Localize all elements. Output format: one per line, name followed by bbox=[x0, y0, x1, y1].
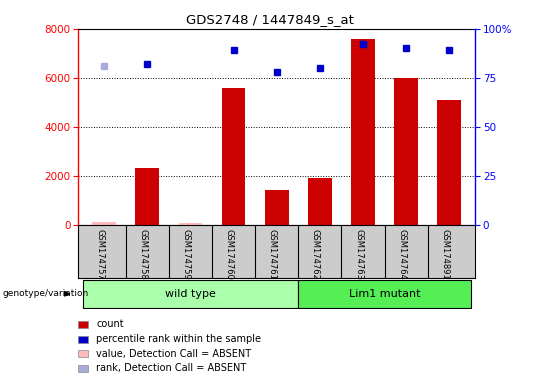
Text: rank, Detection Call = ABSENT: rank, Detection Call = ABSENT bbox=[96, 363, 246, 373]
Text: GSM174761: GSM174761 bbox=[268, 229, 277, 280]
Text: GSM174757: GSM174757 bbox=[95, 229, 104, 280]
FancyBboxPatch shape bbox=[298, 280, 471, 308]
Text: GSM174763: GSM174763 bbox=[354, 229, 363, 280]
Text: Lim1 mutant: Lim1 mutant bbox=[349, 289, 420, 299]
Bar bbox=[136, 168, 159, 225]
Bar bbox=[437, 100, 461, 225]
Bar bbox=[308, 178, 332, 225]
Text: value, Detection Call = ABSENT: value, Detection Call = ABSENT bbox=[96, 349, 251, 359]
Text: genotype/variation: genotype/variation bbox=[3, 289, 89, 298]
Bar bbox=[394, 78, 418, 225]
Bar bbox=[351, 39, 375, 225]
Text: count: count bbox=[96, 319, 124, 329]
Text: percentile rank within the sample: percentile rank within the sample bbox=[96, 334, 261, 344]
FancyBboxPatch shape bbox=[83, 280, 298, 308]
Text: GSM174758: GSM174758 bbox=[138, 229, 147, 280]
Bar bbox=[179, 223, 202, 225]
Text: wild type: wild type bbox=[165, 289, 216, 299]
Text: GSM174891: GSM174891 bbox=[440, 229, 449, 280]
Text: GSM174764: GSM174764 bbox=[397, 229, 406, 280]
Text: GSM174759: GSM174759 bbox=[181, 229, 191, 280]
Bar bbox=[265, 190, 288, 225]
Text: GDS2748 / 1447849_s_at: GDS2748 / 1447849_s_at bbox=[186, 13, 354, 26]
Text: GSM174760: GSM174760 bbox=[225, 229, 234, 280]
Bar bbox=[222, 88, 246, 225]
Text: GSM174762: GSM174762 bbox=[311, 229, 320, 280]
Bar bbox=[92, 222, 116, 225]
